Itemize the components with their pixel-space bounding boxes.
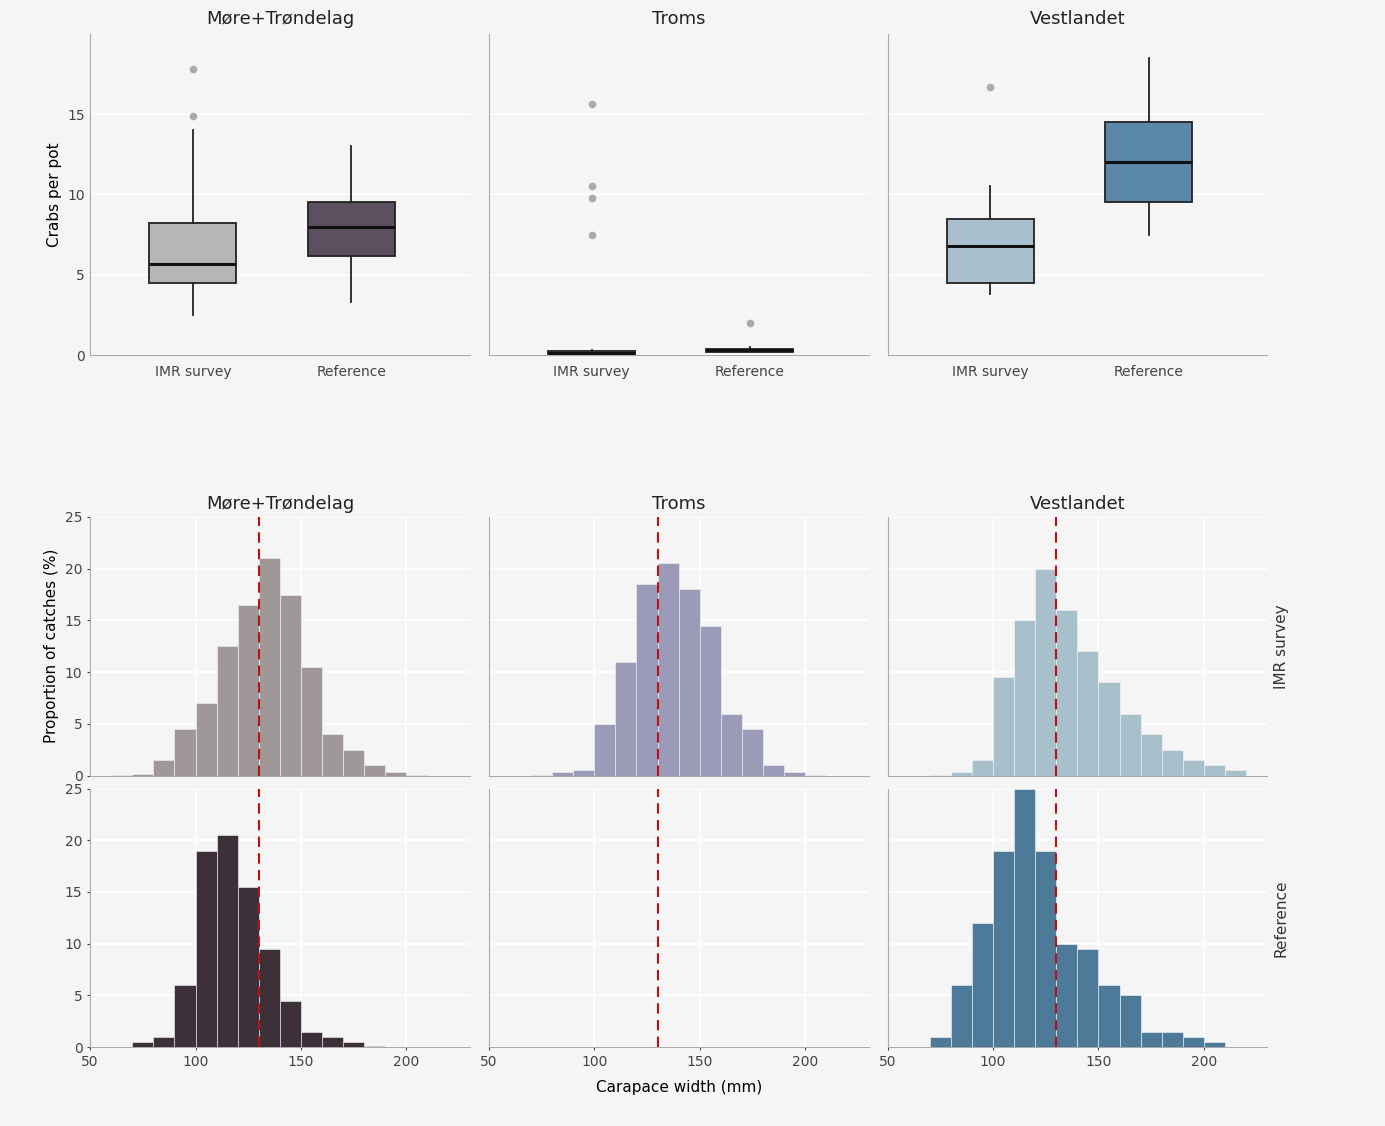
Bar: [1035, 569, 1057, 776]
Bar: [1078, 652, 1098, 776]
Bar: [951, 985, 972, 1047]
Bar: [1204, 766, 1226, 776]
Text: Reference: Reference: [1274, 879, 1288, 957]
Bar: [784, 772, 805, 776]
Bar: [1183, 1037, 1204, 1047]
Bar: [1162, 1031, 1183, 1047]
Bar: [679, 589, 699, 776]
Bar: [972, 760, 993, 776]
Bar: [238, 605, 259, 776]
Bar: [1119, 995, 1141, 1047]
Title: Møre+Trøndelag: Møre+Trøndelag: [206, 10, 355, 28]
Bar: [615, 662, 637, 776]
Title: Troms: Troms: [652, 494, 705, 512]
Bar: [1141, 734, 1162, 776]
X-axis label: Carapace width (mm): Carapace width (mm): [596, 1080, 762, 1094]
Title: Vestlandet: Vestlandet: [1029, 10, 1125, 28]
Bar: [929, 1037, 951, 1047]
Bar: [343, 1042, 364, 1047]
Bar: [1119, 714, 1141, 776]
Title: Møre+Trøndelag: Møre+Trøndelag: [206, 494, 355, 512]
Bar: [364, 766, 385, 776]
Title: Vestlandet: Vestlandet: [1029, 494, 1125, 512]
Bar: [763, 766, 784, 776]
Bar: [150, 223, 237, 283]
Bar: [1098, 682, 1119, 776]
Bar: [307, 203, 395, 256]
Bar: [1204, 1042, 1226, 1047]
Text: IMR survey: IMR survey: [1274, 604, 1288, 689]
Bar: [323, 1037, 343, 1047]
Bar: [993, 850, 1014, 1047]
Bar: [132, 1042, 154, 1047]
Bar: [720, 714, 742, 776]
Bar: [238, 887, 259, 1047]
Bar: [132, 774, 154, 776]
Bar: [195, 703, 216, 776]
Bar: [323, 734, 343, 776]
Y-axis label: Crabs per pot: Crabs per pot: [47, 142, 62, 247]
Bar: [1035, 850, 1057, 1047]
Bar: [280, 1001, 301, 1047]
Bar: [259, 558, 280, 776]
Bar: [993, 678, 1014, 776]
Bar: [972, 923, 993, 1047]
Bar: [594, 724, 615, 776]
Y-axis label: Proportion of catches (%): Proportion of catches (%): [44, 549, 60, 743]
Title: Troms: Troms: [652, 10, 705, 28]
Bar: [343, 750, 364, 776]
Bar: [1141, 1031, 1162, 1047]
Bar: [951, 772, 972, 776]
Bar: [573, 770, 594, 776]
Bar: [259, 949, 280, 1047]
Bar: [1057, 944, 1078, 1047]
Bar: [1078, 949, 1098, 1047]
Bar: [154, 1037, 175, 1047]
Bar: [637, 584, 658, 776]
Bar: [1057, 610, 1078, 776]
Bar: [175, 729, 195, 776]
Bar: [1105, 122, 1192, 203]
Bar: [947, 218, 1033, 283]
Bar: [216, 646, 238, 776]
Bar: [699, 626, 720, 776]
Bar: [1014, 788, 1035, 1047]
Bar: [216, 835, 238, 1047]
Bar: [385, 772, 406, 776]
Bar: [301, 1031, 323, 1047]
Bar: [658, 563, 679, 776]
Bar: [1098, 985, 1119, 1047]
Bar: [1183, 760, 1204, 776]
Bar: [742, 729, 763, 776]
Bar: [154, 760, 175, 776]
Bar: [195, 850, 216, 1047]
Bar: [301, 667, 323, 776]
Bar: [175, 985, 195, 1047]
Bar: [553, 772, 573, 776]
Bar: [1162, 750, 1183, 776]
Bar: [548, 351, 636, 355]
Bar: [706, 349, 794, 352]
Bar: [1014, 620, 1035, 776]
Bar: [1226, 770, 1246, 776]
Bar: [280, 595, 301, 776]
